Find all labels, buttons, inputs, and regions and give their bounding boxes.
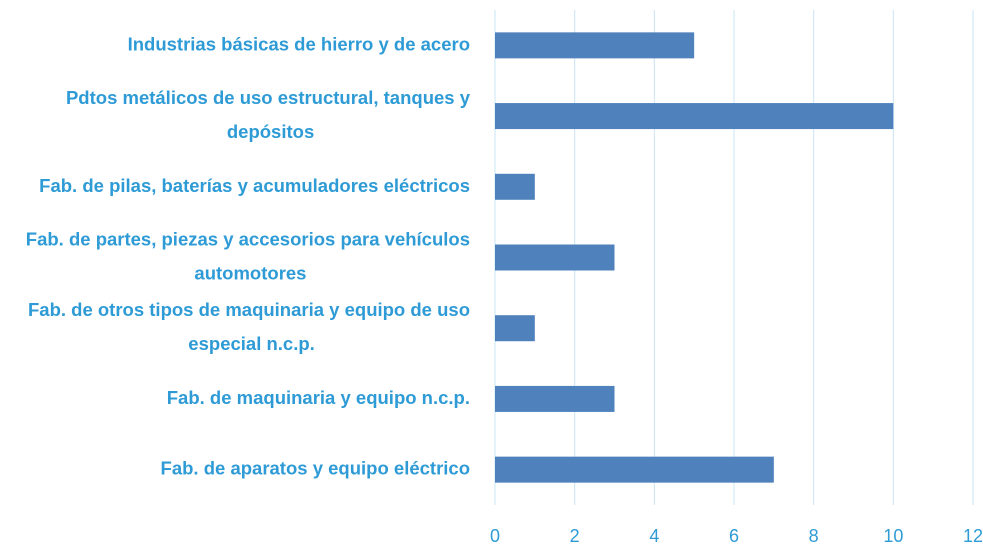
y-tick-label: Fab. de maquinaria y equipo n.c.p. [167, 387, 470, 408]
bar [495, 173, 535, 200]
y-tick-label: Fab. de partes, piezas y accesorios para… [26, 228, 470, 283]
bar [495, 315, 535, 342]
bar [495, 456, 774, 483]
x-tick-label: 12 [963, 526, 983, 546]
y-tick-label: Fab. de aparatos y equipo eléctrico [161, 458, 470, 479]
y-tick-label: Pdtos metálicos de uso estructural, tanq… [66, 87, 471, 142]
x-tick-label: 2 [570, 526, 580, 546]
bar [495, 32, 695, 59]
x-tick-label: 8 [809, 526, 819, 546]
bar [495, 103, 894, 130]
x-tick-label: 4 [649, 526, 659, 546]
y-tick-label: Fab. de otros tipos de maquinaria y equi… [28, 299, 470, 354]
bar [495, 244, 615, 271]
x-tick-label: 0 [490, 526, 500, 546]
x-tick-label: 6 [729, 526, 739, 546]
x-tick-label: 10 [883, 526, 903, 546]
bar [495, 385, 615, 412]
y-tick-label: Fab. de pilas, baterías y acumuladores e… [39, 175, 470, 196]
y-tick-label: Industrias básicas de hierro y de acero [128, 33, 470, 54]
